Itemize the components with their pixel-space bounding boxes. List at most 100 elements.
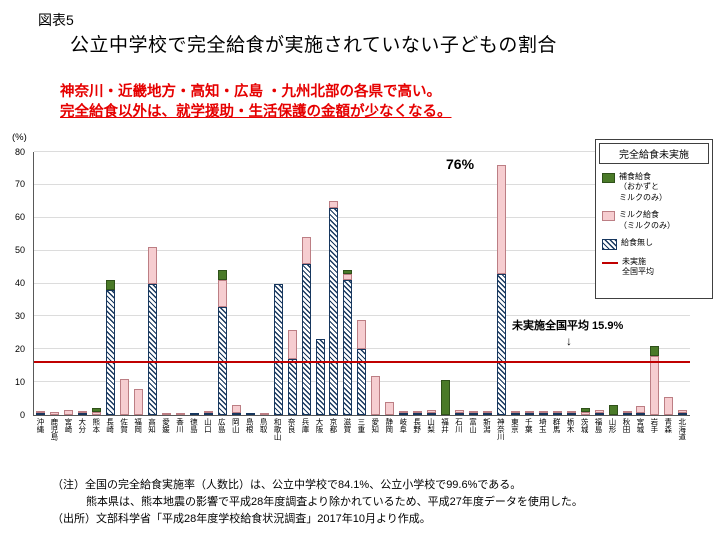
x-tick-label: 長野 xyxy=(412,418,422,433)
x-label-cell: 島根 xyxy=(242,418,256,472)
x-tick-label: 京都 xyxy=(328,418,338,433)
x-label-cell: 大分 xyxy=(75,418,89,472)
bar-福岡 xyxy=(132,152,146,415)
bar-石川 xyxy=(453,152,467,415)
gridline xyxy=(34,315,690,317)
x-label-cell: 京都 xyxy=(326,418,340,472)
annotation-peak-value: 76% xyxy=(446,156,475,172)
x-tick-label: 大阪 xyxy=(314,418,324,433)
bar-segment xyxy=(217,270,227,281)
bar-segment xyxy=(427,409,437,413)
x-tick-label: 福岡 xyxy=(133,418,143,433)
bar-熊本 xyxy=(90,152,104,415)
x-tick-label: 宮城 xyxy=(635,418,645,433)
x-tick-label: 山形 xyxy=(607,418,617,433)
bar-segment xyxy=(399,413,409,415)
bar-高知 xyxy=(146,152,160,415)
bar-茨城 xyxy=(578,152,592,415)
y-tick-label: 70 xyxy=(14,179,25,190)
x-label-cell: 宮崎 xyxy=(61,418,75,472)
bar-大阪 xyxy=(313,152,327,415)
bar-広島 xyxy=(215,152,229,415)
bar-島根 xyxy=(243,152,257,415)
x-label-cell: 大阪 xyxy=(312,418,326,472)
x-label-cell: 鳥取 xyxy=(256,418,270,472)
x-label-cell: 熊本 xyxy=(89,418,103,472)
x-tick-label: 高知 xyxy=(147,418,157,433)
y-tick-label: 80 xyxy=(14,146,25,157)
x-tick-label: 鳥取 xyxy=(259,418,269,433)
x-tick-label: 岡山 xyxy=(231,418,241,433)
legend-item-hoshoku: 補食給食 （おかずと ミルクのみ） xyxy=(599,168,709,206)
legend: 完全給食未実施 補食給食 （おかずと ミルクのみ） ミルク給食 （ミルクのみ） … xyxy=(595,139,713,299)
bar-segment xyxy=(650,345,660,356)
bar-千葉 xyxy=(522,152,536,415)
x-tick-label: 兵庫 xyxy=(301,418,311,433)
bar-segment xyxy=(106,280,116,291)
bar-segment xyxy=(148,247,158,284)
bar-北海道 xyxy=(676,152,690,415)
x-tick-label: 愛媛 xyxy=(161,418,171,433)
bar-佐賀 xyxy=(118,152,132,415)
bar-segment xyxy=(594,409,604,413)
bar-segment xyxy=(552,413,562,415)
bar-segment xyxy=(343,270,353,274)
bar-segment xyxy=(50,411,60,415)
x-label-cell: 滋賀 xyxy=(340,418,354,472)
pink-swatch-icon xyxy=(602,211,615,222)
x-label-cell: 神奈川 xyxy=(493,418,507,472)
bar-segment xyxy=(301,263,311,415)
x-tick-label: 福井 xyxy=(440,418,450,433)
y-tick-label: 50 xyxy=(14,245,25,256)
bar-愛知 xyxy=(369,152,383,415)
bar-segment xyxy=(189,413,199,415)
bar-segment xyxy=(622,413,632,415)
bar-長野 xyxy=(411,152,425,415)
bar-京都 xyxy=(327,152,341,415)
national-average-line xyxy=(34,360,690,363)
x-tick-label: 山梨 xyxy=(426,418,436,433)
bar-徳島 xyxy=(187,152,201,415)
source-line: （出所）文部科学省「平成28年度学校給食状況調査」2017年10月より作成。 xyxy=(52,513,431,525)
x-label-cell: 山口 xyxy=(200,418,214,472)
bars xyxy=(34,152,690,415)
bar-segment xyxy=(524,411,534,413)
x-tick-label: 栃木 xyxy=(566,418,576,433)
annotation-down-arrow-icon: ↓ xyxy=(566,334,572,348)
x-label-cell: 静岡 xyxy=(382,418,396,472)
bar-segment xyxy=(162,413,172,415)
x-label-cell: 富山 xyxy=(466,418,480,472)
bar-segment xyxy=(469,411,479,413)
x-label-cell: 福井 xyxy=(438,418,452,472)
bar-鳥取 xyxy=(257,152,271,415)
x-label-cell: 宮城 xyxy=(633,418,647,472)
x-tick-label: 愛知 xyxy=(370,418,380,433)
y-tick-label: 10 xyxy=(14,376,25,387)
bar-segment xyxy=(343,273,353,281)
x-label-cell: 群馬 xyxy=(549,418,563,472)
bar-segment xyxy=(203,411,213,413)
bar-segment xyxy=(329,201,339,208)
x-tick-label: 三重 xyxy=(356,418,366,433)
bar-segment xyxy=(176,413,185,415)
x-tick-label: 島根 xyxy=(245,418,255,433)
x-label-cell: 岐阜 xyxy=(396,418,410,472)
bar-segment xyxy=(455,409,465,413)
bar-東京 xyxy=(508,152,522,415)
bar-segment xyxy=(678,409,688,413)
bar-segment xyxy=(524,413,534,415)
x-tick-label: 宮崎 xyxy=(63,418,73,433)
bar-山形 xyxy=(606,152,620,415)
x-label-cell: 新潟 xyxy=(480,418,494,472)
bar-福井 xyxy=(439,152,453,415)
bar-兵庫 xyxy=(299,152,313,415)
legend-item-label: 未実施 全国平均 xyxy=(622,256,654,277)
bar-福島 xyxy=(592,152,606,415)
bar-segment xyxy=(608,405,618,415)
legend-item-nashi: 給食無し xyxy=(599,234,709,253)
x-tick-label: 茨城 xyxy=(580,418,590,433)
y-tick-label: 40 xyxy=(14,278,25,288)
bar-segment xyxy=(455,413,465,415)
bar-segment xyxy=(441,380,451,415)
bar-segment xyxy=(538,413,548,415)
